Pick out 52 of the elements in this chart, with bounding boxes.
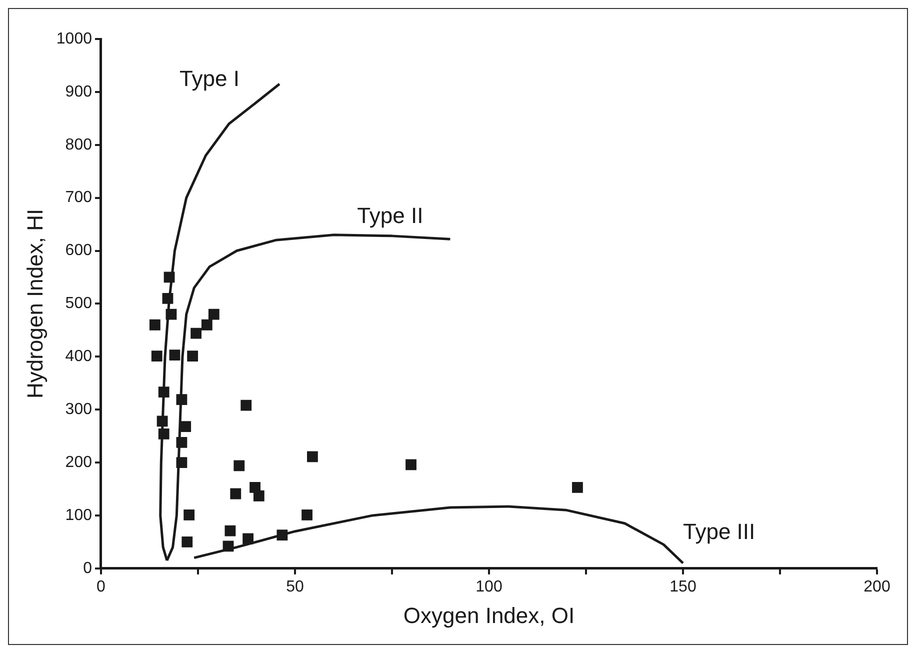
y-tick-label: 900 [65,83,92,100]
x-tick-label: 100 [476,578,502,596]
y-tick-label: 700 [65,189,92,206]
point [276,530,288,540]
y-tick-label: 300 [65,400,92,418]
x-tick-label: 50 [286,578,304,596]
point [230,488,242,500]
series-label: Type II [357,203,424,228]
point [240,400,252,411]
point [224,525,236,536]
point [151,350,162,362]
y-tick-label: 500 [65,295,92,312]
y-tick-label: 0 [83,560,92,577]
y-tick-label: 800 [65,136,92,154]
point [162,292,174,304]
y-tick-label: 400 [65,348,92,366]
point [302,509,312,520]
y-axis-title: Hydrogen Index, HI [22,208,48,398]
point [406,459,416,470]
point [176,457,188,468]
point [166,308,177,320]
x-tick-label: 0 [96,578,106,596]
point [190,328,202,339]
point [572,482,583,493]
point [307,451,318,462]
x-tick-label: 200 [864,578,890,596]
point [184,509,195,520]
point [158,428,170,440]
point [208,308,220,320]
point [253,490,264,502]
y-tick-label: 1000 [56,30,92,48]
point [242,533,254,544]
x-tick-label: 150 [670,578,696,596]
y-tick-label: 600 [65,242,92,260]
point [176,436,188,448]
point [149,319,160,330]
point [158,386,170,398]
point [187,350,198,362]
point [164,272,175,283]
point [182,536,193,548]
series-label: Type I [180,66,240,92]
point [169,350,180,360]
point [176,394,188,405]
point [180,421,192,432]
x-axis-title: Oxygen Index, OI [403,602,575,628]
y-tick-label: 200 [65,454,92,471]
series-label: Type III [683,519,756,544]
y-tick-label: 100 [65,506,92,524]
point [234,460,245,472]
point [222,540,234,552]
point [156,416,168,427]
point [201,319,212,330]
